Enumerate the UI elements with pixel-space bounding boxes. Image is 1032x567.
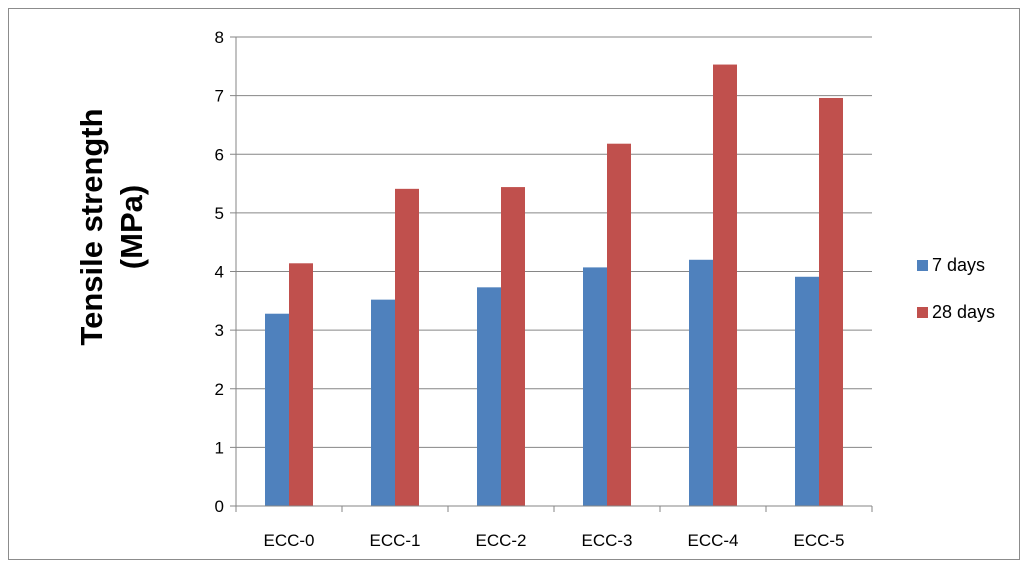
bar-7-days-ECC-2: [477, 287, 501, 506]
legend-swatch-7-days: [917, 260, 928, 271]
bar-28-days-ECC-3: [607, 143, 631, 506]
x-tick-labels: ECC-0 ECC-1 ECC-2 ECC-3 ECC-4 ECC-5: [263, 531, 844, 550]
x-tick-label: ECC-5: [793, 531, 844, 550]
x-tick-label: ECC-2: [475, 531, 526, 550]
bar-28-days-ECC-1: [395, 188, 419, 506]
y-axis-title: Tensile strength (MPa): [74, 108, 149, 345]
bar-7-days-ECC-3: [583, 267, 607, 506]
bar-28-days-ECC-4: [713, 64, 737, 507]
bar-28-days-ECC-5: [819, 97, 843, 506]
gridlines: [236, 36, 872, 448]
legend-swatch-28-days: [917, 307, 928, 318]
bar-28-days-ECC-0: [289, 263, 313, 506]
x-tick-label: ECC-0: [263, 531, 314, 550]
y-tick-label: 6: [215, 145, 224, 164]
legend-label-28-days: 28 days: [932, 302, 995, 322]
bar-7-days-ECC-4: [689, 259, 713, 506]
bar-7-days-ECC-1: [371, 299, 395, 506]
y-tick-labels: 0 1 2 3 4 5 6 7 8: [215, 28, 224, 516]
y-axis-title-line-1: Tensile strength: [74, 108, 109, 345]
axes: [230, 36, 873, 512]
y-tick-label: 2: [215, 380, 224, 399]
y-tick-label: 0: [215, 497, 224, 516]
y-tick-label: 1: [215, 438, 224, 457]
bars: [265, 64, 843, 507]
y-tick-label: 3: [215, 321, 224, 340]
y-axis-title-line-2: (MPa): [114, 185, 149, 269]
x-tick-label: ECC-1: [369, 531, 420, 550]
legend-label-7-days: 7 days: [932, 255, 985, 275]
y-tick-label: 8: [215, 28, 224, 47]
y-tick-label: 4: [215, 263, 224, 282]
legend: 7 days 28 days: [917, 255, 995, 322]
bar-7-days-ECC-0: [265, 313, 289, 506]
x-tick-label: ECC-4: [687, 531, 738, 550]
y-tick-label: 5: [215, 204, 224, 223]
bar-7-days-ECC-5: [795, 276, 819, 506]
x-tick-label: ECC-3: [581, 531, 632, 550]
bar-28-days-ECC-2: [501, 187, 525, 506]
y-tick-label: 7: [215, 87, 224, 106]
